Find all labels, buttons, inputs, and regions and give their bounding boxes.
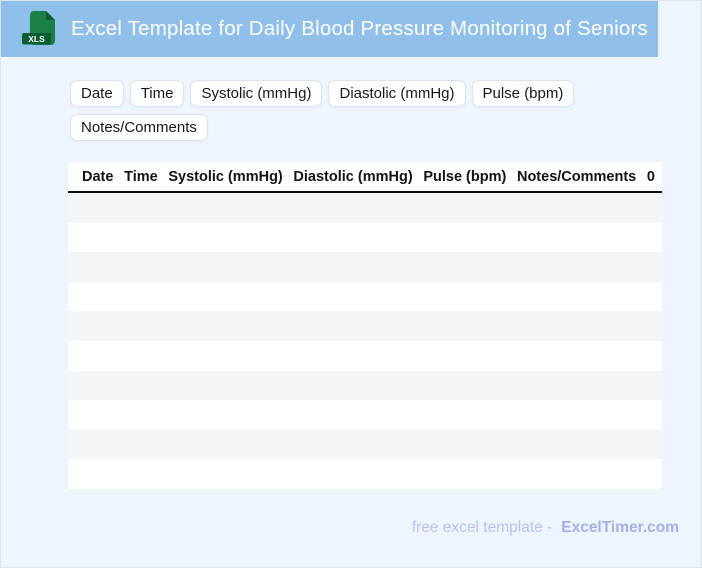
table-row bbox=[68, 281, 662, 312]
footer-brand-link[interactable]: ExcelTimer.com bbox=[561, 519, 679, 536]
table-row bbox=[68, 252, 662, 282]
column-chip[interactable]: Systolic (mmHg) bbox=[190, 80, 323, 107]
header-bar: XLS Excel Template for Daily Blood Press… bbox=[1, 1, 658, 57]
table-header-row: Date Time Systolic (mmHg) Diastolic (mmHg) P… bbox=[68, 162, 662, 193]
table-column-header: 0 bbox=[646, 168, 655, 185]
table-row bbox=[68, 193, 662, 223]
column-chip[interactable]: Time bbox=[129, 80, 185, 107]
table-column-header: Date bbox=[82, 168, 114, 185]
footer-text: free excel template - bbox=[411, 519, 553, 536]
table-row bbox=[68, 429, 662, 460]
column-chip[interactable]: Date bbox=[70, 80, 124, 107]
template-table: Date Time Systolic (mmHg) Diastolic (mmHg) P… bbox=[68, 162, 662, 489]
svg-text:XLS: XLS bbox=[28, 34, 45, 44]
table-column-header: Systolic (mmHg) bbox=[168, 168, 283, 185]
page-title: Excel Template for Daily Blood Pressure … bbox=[71, 17, 648, 40]
column-chips: Date Time Systolic (mmHg) Diastolic (mmHg) P… bbox=[70, 80, 664, 141]
table-body bbox=[68, 193, 662, 489]
footer: free excel template - ExcelTimer.com bbox=[412, 519, 679, 537]
table-row bbox=[68, 222, 662, 253]
column-chip[interactable]: Diastolic (mmHg) bbox=[328, 80, 466, 107]
table-row bbox=[68, 311, 662, 341]
column-chip[interactable]: Notes/Comments bbox=[70, 114, 208, 141]
table-row bbox=[68, 400, 662, 430]
table-column-header: Pulse (bpm) bbox=[423, 168, 507, 185]
xls-file-icon: XLS bbox=[22, 11, 55, 45]
table-column-header: Diastolic (mmHg) bbox=[293, 168, 413, 185]
table-row bbox=[68, 459, 662, 489]
column-chip[interactable]: Pulse (bpm) bbox=[471, 80, 575, 107]
table-column-header: Notes/Comments bbox=[516, 168, 637, 185]
table-column-header: Time bbox=[124, 168, 158, 185]
table-row bbox=[68, 340, 662, 371]
table-row bbox=[68, 370, 662, 401]
